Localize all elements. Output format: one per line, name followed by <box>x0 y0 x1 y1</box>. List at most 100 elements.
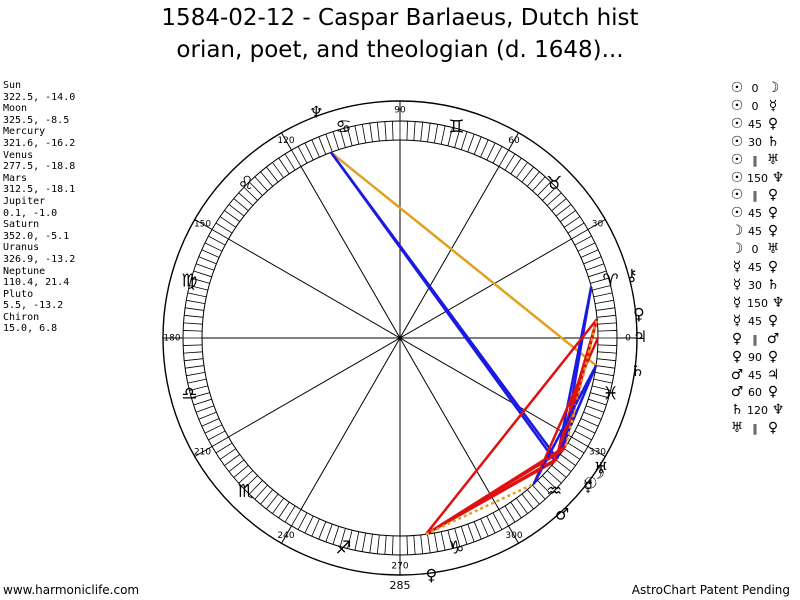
degree-tick <box>571 229 589 240</box>
planet-name: Mars <box>3 172 28 184</box>
degree-tick <box>233 198 249 212</box>
degree-tick <box>369 123 373 142</box>
degree-tick <box>559 210 576 222</box>
aspect-planet-a-icon: ☉ <box>730 151 744 168</box>
degree-tick <box>588 270 607 278</box>
degree-tick <box>238 470 254 484</box>
aspect-angle: 45 <box>748 314 762 328</box>
aspect-planet-a-icon: ♀ <box>731 330 743 347</box>
degree-tick <box>460 526 468 545</box>
aspect-planet-a-icon: ☿ <box>732 312 742 329</box>
degree-tick <box>304 515 314 534</box>
aspect-angle: ‖ <box>752 332 758 346</box>
degree-tick <box>219 216 237 228</box>
degree-tick <box>291 509 302 527</box>
degree-tick <box>204 424 223 434</box>
aspect-angle: 150 <box>747 296 768 310</box>
zodiac-sign-icon: ♋ <box>336 116 352 137</box>
aspect-list: ☉ 0 ☽ ☉ 0 ☿ ☉ 45 ♀ ☉ 30 ♄ ☉ ‖ ♅ ☉ 150 ♆ ☉ ‖ ♀ ☉ 45 ♀ ☽ 45 ♀ ☽ 0 ♅ ☿ 45 ♀… <box>727 80 788 438</box>
aspect-row: ☉ ‖ ♀ <box>727 187 788 205</box>
degree-tick <box>467 133 475 153</box>
mercury-glyph-icon: ☿ <box>583 477 593 496</box>
degree-tick <box>583 256 602 265</box>
degree-tick <box>596 314 616 318</box>
aspect-planet-a-icon: ☉ <box>730 187 744 204</box>
degree-tick <box>542 475 557 490</box>
degree-tick <box>384 121 387 141</box>
aspect-row: ☉ 45 ♀ <box>727 205 788 223</box>
degree-tick <box>546 192 562 206</box>
footer-patent: AstroChart Patent Pending <box>631 583 790 597</box>
moon-glyph-icon: ☽ <box>591 463 605 482</box>
sign-divider <box>194 446 213 457</box>
planet-value: 277.5, -18.8 <box>3 161 76 173</box>
degree-tick <box>332 131 340 150</box>
degree-tick <box>567 442 585 454</box>
degree-tick <box>339 528 346 547</box>
degree-tick <box>354 125 360 145</box>
extra-degree-label: 285 <box>390 579 411 592</box>
aspect-planet-b-icon: ♃ <box>766 366 780 383</box>
degree-tick <box>284 505 296 523</box>
degree-label: 60 <box>508 136 520 146</box>
venus-glyph-icon: ♀ <box>425 565 437 584</box>
planet-value: 5.5, -13.2 <box>3 300 64 312</box>
aspect-planet-b-icon: ♀ <box>767 348 779 365</box>
sign-divider <box>194 219 213 230</box>
degree-tick <box>413 535 416 555</box>
degree-tick <box>187 378 207 384</box>
degree-tick <box>447 530 453 549</box>
jupiter-glyph-icon: ♃ <box>633 327 647 346</box>
degree-tick <box>516 497 528 514</box>
sign-divider <box>281 132 292 151</box>
aspect-line <box>330 151 597 367</box>
degree-label: 120 <box>277 136 294 146</box>
degree-tick <box>592 385 611 391</box>
aspect-angle: 150 <box>747 171 768 185</box>
degree-tick <box>376 122 380 142</box>
degree-tick <box>574 235 592 246</box>
degree-tick <box>369 534 373 553</box>
aspect-angle: ‖ <box>752 422 758 436</box>
degree-tick <box>184 358 204 362</box>
degree-tick <box>454 129 461 148</box>
mars-glyph-icon: ♂ <box>555 504 569 523</box>
degree-tick <box>195 405 215 413</box>
degree-tick <box>460 131 468 150</box>
degree-tick <box>577 242 596 252</box>
degree-tick <box>228 204 245 217</box>
zodiac-sign-icon: ♌ <box>238 173 254 194</box>
degree-tick <box>272 162 284 179</box>
aspect-row: ☉ 30 ♄ <box>727 134 788 152</box>
sign-divider <box>587 219 606 230</box>
aspect-row: ☿ 45 ♀ <box>727 259 788 277</box>
degree-tick <box>266 493 279 510</box>
degree-tick <box>590 277 609 284</box>
aspect-row: ☿ 150 ♆ <box>727 295 788 313</box>
degree-tick <box>325 133 333 153</box>
degree-tick <box>361 124 367 144</box>
degree-tick <box>433 532 439 552</box>
degree-tick <box>228 459 245 472</box>
aspect-angle: 90 <box>748 350 762 364</box>
aspect-planet-b-icon: ♀ <box>767 420 779 437</box>
zodiac-sign-icon: ♐ <box>336 538 352 559</box>
aspect-row: ♀ 90 ♀ <box>727 349 788 367</box>
degree-label: 30 <box>592 220 604 230</box>
degree-tick <box>384 535 387 555</box>
aspect-row: ☽ 0 ♅ <box>727 241 788 259</box>
degree-tick <box>272 497 284 514</box>
degree-tick <box>311 139 320 158</box>
degree-tick <box>440 531 446 551</box>
degree-tick <box>588 398 607 406</box>
degree-label: 300 <box>505 531 522 541</box>
aspect-planet-b-icon: ♅ <box>766 241 780 258</box>
neptune-glyph-icon: ♆ <box>309 103 323 122</box>
aspect-planet-b-icon: ♅ <box>766 151 780 168</box>
degree-tick <box>580 418 599 427</box>
degree-label: 0 <box>625 334 631 344</box>
footer-website: www.harmoniclife.com <box>3 583 140 597</box>
degree-tick <box>590 392 609 399</box>
degree-tick <box>201 249 220 258</box>
